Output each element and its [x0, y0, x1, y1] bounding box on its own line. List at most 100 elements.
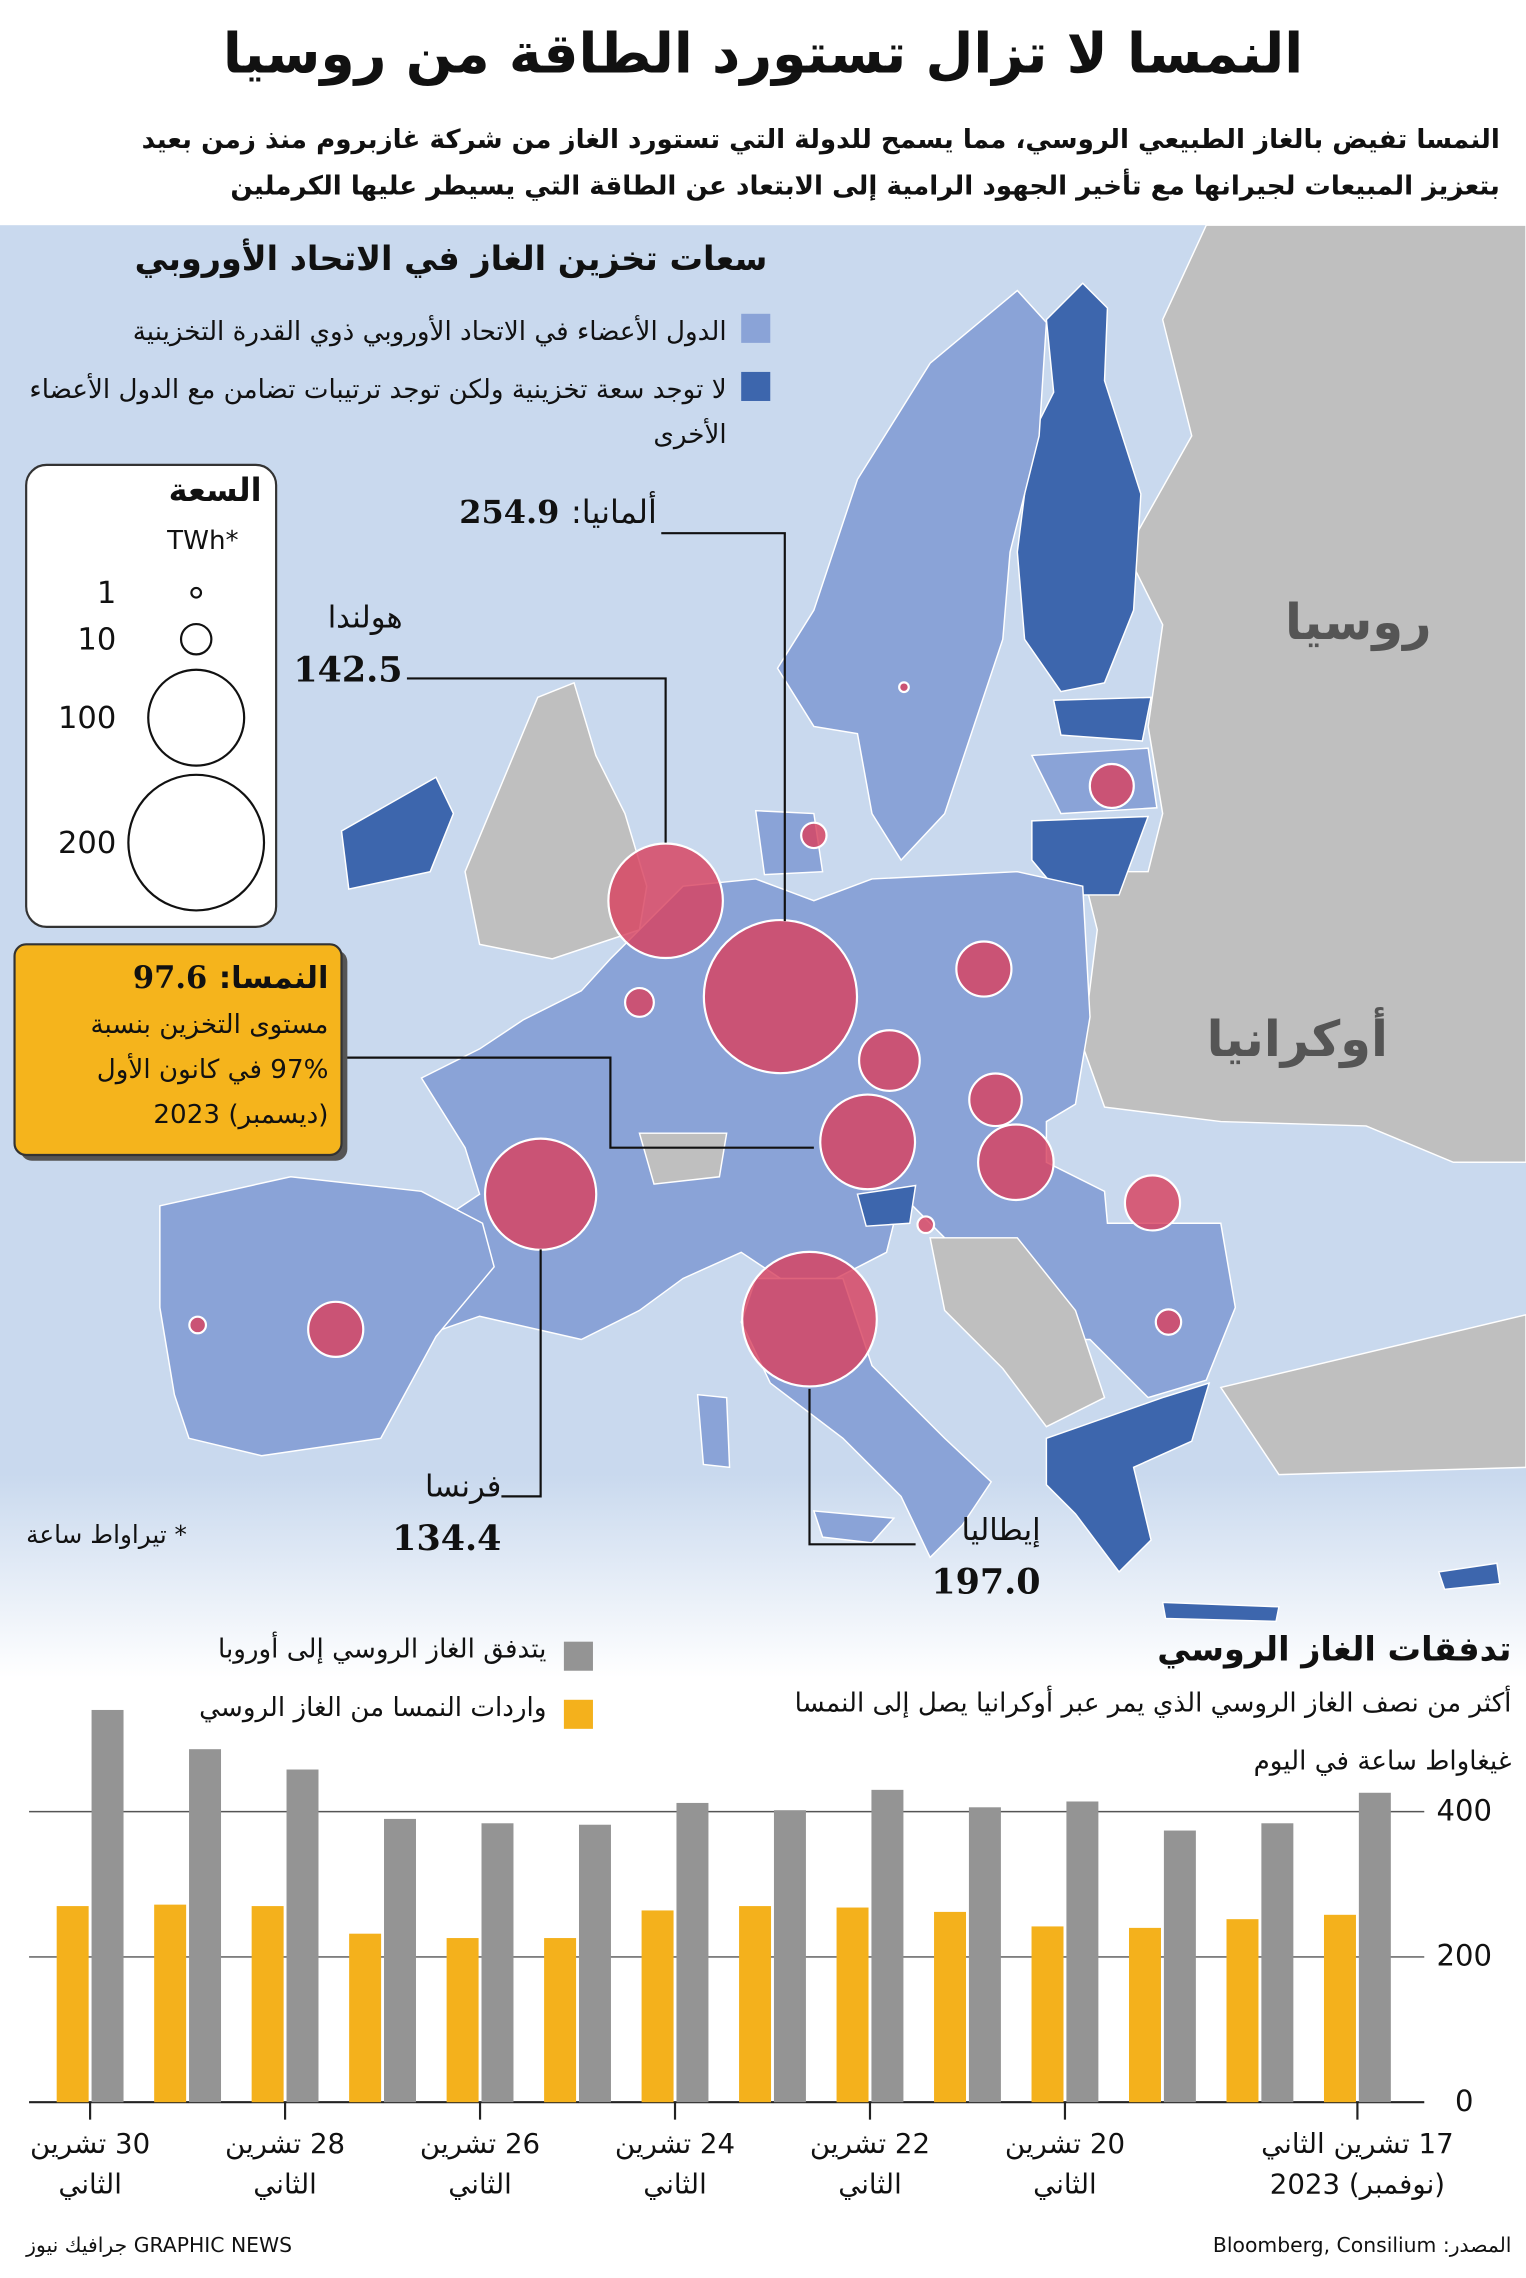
- subtitle-line: بتعزيز المبيعات لجيرانها مع تأخير الجهود…: [230, 171, 1500, 202]
- bar: [1226, 1919, 1259, 2103]
- x-tick-label: 30 تشرين الثاني: [29, 2128, 151, 2202]
- size-legend-unit: TWh*: [167, 525, 239, 557]
- x-tick-label: 20 تشرين الثاني: [1004, 2128, 1126, 2202]
- bubble: [483, 1137, 598, 1251]
- bar: [251, 1906, 284, 2103]
- bar: [91, 1709, 124, 2103]
- country: [1161, 1601, 1280, 1623]
- size-legend-circle: [147, 668, 246, 767]
- country: [812, 1510, 896, 1544]
- country: [929, 1237, 1106, 1428]
- legend-label: الدول الأعضاء في الاتحاد الأوروبي ذوي ال…: [132, 316, 727, 348]
- bar: [544, 1938, 577, 2103]
- size-legend-circle: [127, 773, 266, 912]
- bar: [1031, 1926, 1064, 2103]
- country: [856, 1184, 917, 1227]
- size-legend-label: 100: [57, 700, 117, 736]
- bubble-value: 134.4: [392, 1516, 502, 1559]
- bubble: [955, 940, 1013, 998]
- bar: [739, 1906, 772, 2103]
- legend-label: يتدفق الغاز الروسي إلى أوروبا: [217, 1634, 547, 1665]
- leader-line: [808, 1388, 916, 1546]
- bar: [481, 1823, 514, 2103]
- x-tick-label: 17 تشرين الثاني (نوفمبر) 2023: [1261, 2128, 1454, 2202]
- country: [638, 1132, 728, 1185]
- size-legend-circle: [190, 586, 203, 599]
- footnote: * تيراواط ساعة: [26, 1521, 187, 1551]
- country: [340, 776, 455, 890]
- bar: [349, 1933, 382, 2103]
- region-label: أوكرانيا: [1206, 1011, 1388, 1070]
- bubble-label: ألمانيا:: [570, 495, 657, 532]
- title: النمسا لا تزال تستورد الطاقة من روسيا: [222, 21, 1304, 86]
- bar: [578, 1824, 611, 2103]
- bubble-label-group: ألمانيا: 254.9: [459, 494, 657, 534]
- legend-swatch: [563, 1641, 593, 1671]
- chart-subtitle: أكثر من نصف الغاز الروسي الذي يمر عبر أو…: [794, 1688, 1512, 1719]
- bar: [56, 1906, 89, 2103]
- legend-swatch: [741, 313, 771, 343]
- x-tick-label: 26 تشرين الثاني: [419, 2128, 541, 2202]
- bar: [1129, 1927, 1161, 2103]
- legend-swatch: [741, 371, 771, 401]
- bubble: [307, 1300, 365, 1358]
- country: [1437, 1562, 1501, 1591]
- bubble: [819, 1093, 917, 1191]
- bubble-label: فرنسا: [424, 1468, 502, 1504]
- bar: [446, 1938, 479, 2103]
- y-tick-label: 200: [1436, 1938, 1492, 1973]
- y-tick-label: 0: [1454, 2083, 1474, 2119]
- bar: [1261, 1823, 1294, 2103]
- country: [1031, 815, 1150, 896]
- bubble-label: إيطاليا: [961, 1512, 1041, 1548]
- x-tick-label: 22 تشرين الثاني: [809, 2128, 931, 2202]
- region-label: روسيا: [1285, 594, 1432, 653]
- bar: [154, 1904, 187, 2103]
- bubble-value: 142.5: [293, 647, 403, 691]
- bar: [773, 1810, 806, 2103]
- source: المصدر: Bloomberg, Consilium: [1212, 2234, 1512, 2258]
- country: [776, 289, 1048, 862]
- bar: [1163, 1830, 1196, 2103]
- bubble: [607, 842, 724, 960]
- leader-line: [661, 532, 786, 922]
- bar: [968, 1807, 1001, 2103]
- leader-line: [406, 677, 667, 843]
- size-legend-circle: [179, 622, 213, 656]
- chart-unit: غيغاواط ساعة في اليوم: [1253, 1746, 1512, 1777]
- bubble: [968, 1072, 1023, 1128]
- callout-note: مستوى التخزين بنسبة: [90, 1009, 329, 1041]
- bubble: [977, 1123, 1055, 1202]
- bubble: [623, 986, 655, 1018]
- country: [1045, 1381, 1211, 1574]
- bar: [934, 1911, 967, 2103]
- callout-heading: النمسا: 97.6: [133, 959, 329, 997]
- subtitle-line: النمسا تفيض بالغاز الطبيعي الروسي، مما ي…: [141, 124, 1500, 156]
- x-tick-label: 24 تشرين الثاني: [614, 2128, 736, 2202]
- callout-box: [13, 943, 343, 1157]
- bubble: [898, 681, 910, 694]
- bubble: [1088, 762, 1135, 810]
- country: [1052, 696, 1152, 742]
- bar: [189, 1749, 222, 2103]
- chart-title: تدفقات الغاز الروسي: [1157, 1631, 1512, 1670]
- leader-line: [342, 1056, 814, 1149]
- bar: [1358, 1792, 1391, 2103]
- callout-note: (ديسمبر) 2023: [153, 1099, 329, 1131]
- size-legend-title: السعة: [168, 473, 262, 510]
- country: [464, 681, 648, 960]
- callout-note: 97% في كانون الأول: [96, 1054, 329, 1086]
- bubble: [741, 1250, 878, 1388]
- bubble: [702, 918, 859, 1075]
- bar: [286, 1769, 319, 2103]
- bubble: [1154, 1308, 1183, 1336]
- bar: [676, 1802, 709, 2103]
- bubble-label: النمسا:: [218, 960, 329, 996]
- x-tick-label: 28 تشرين الثاني: [224, 2128, 346, 2202]
- bubble: [800, 821, 828, 850]
- bar: [384, 1818, 416, 2103]
- country: [696, 1393, 731, 1469]
- bar: [641, 1910, 674, 2103]
